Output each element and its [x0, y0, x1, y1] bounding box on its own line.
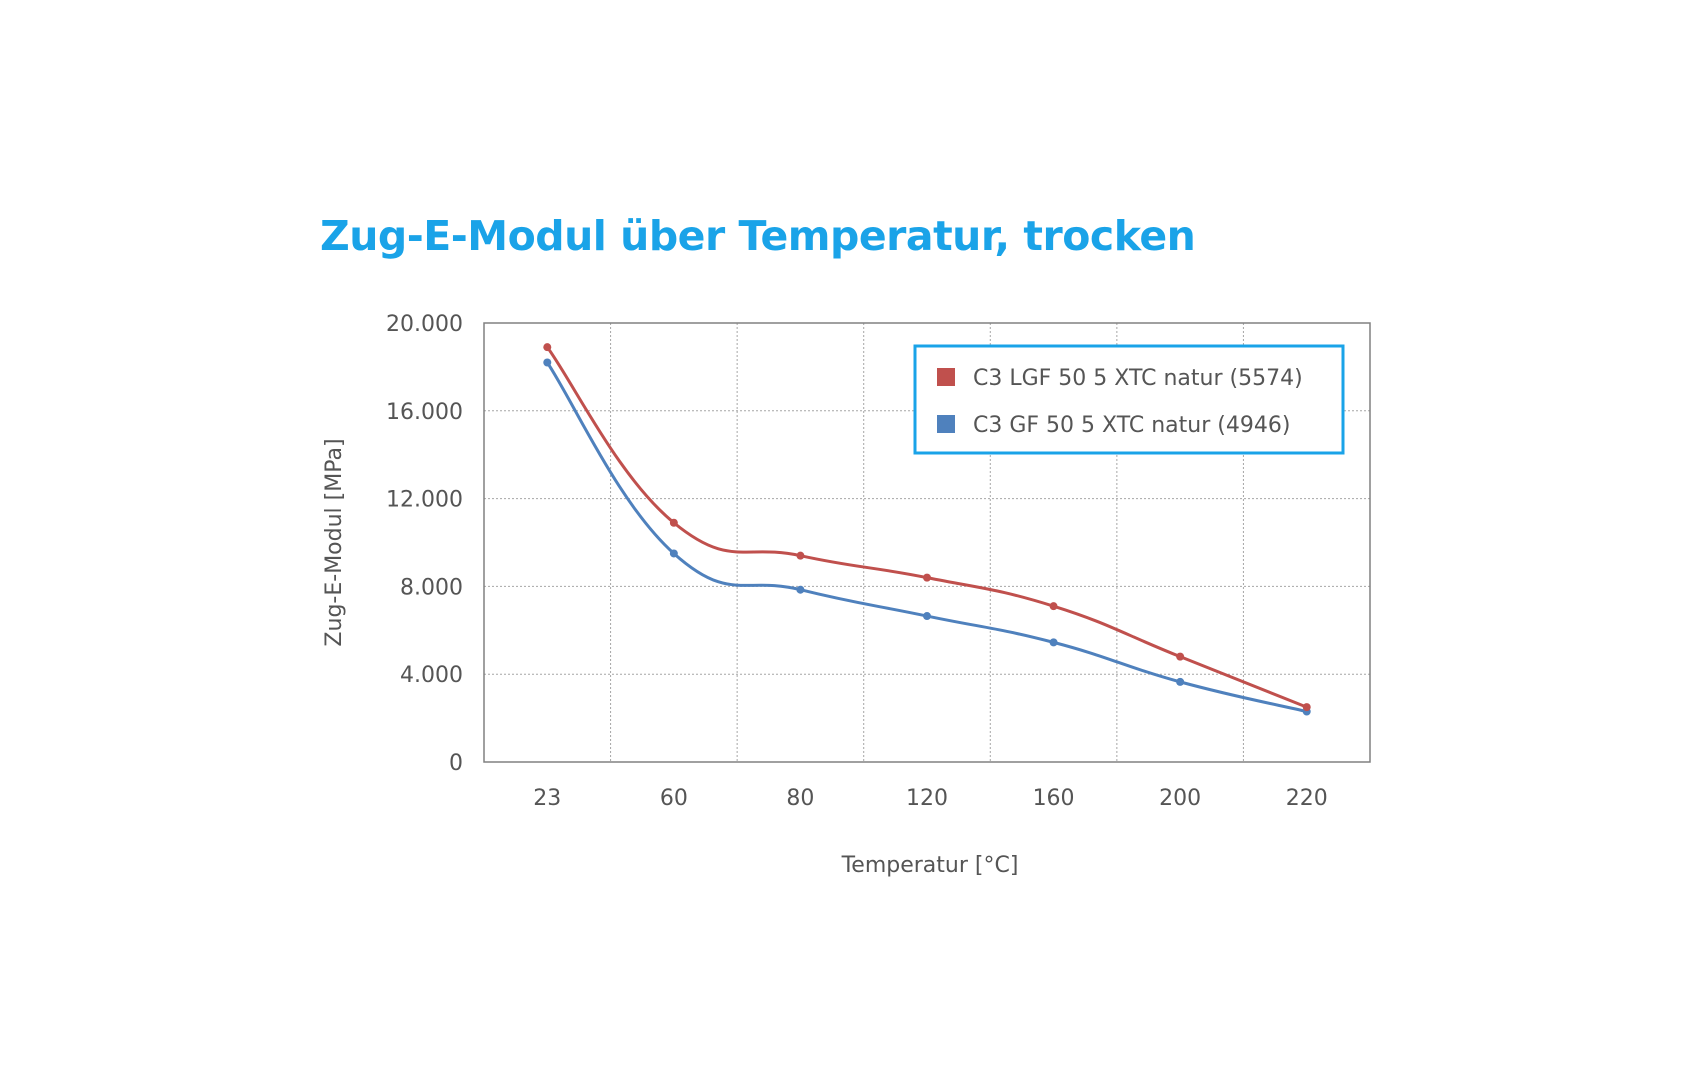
data-point: [669, 549, 678, 558]
legend: C3 LGF 50 5 XTC natur (5574) C3 GF 50 5 X…: [913, 344, 1345, 455]
x-tick-label: 23: [533, 786, 561, 811]
series-layer: [543, 343, 1311, 716]
data-point: [543, 358, 552, 367]
legend-label: C3 LGF 50 5 XTC natur (5574): [973, 366, 1303, 391]
data-point: [1049, 602, 1058, 611]
y-tick-label: 16.000: [386, 400, 463, 425]
plot-area-frame: [483, 322, 1371, 763]
legend-swatch: [937, 415, 955, 433]
y-axis-title: Zug-E-Modul [MPa]: [322, 438, 347, 646]
data-point: [923, 573, 931, 582]
data-point: [543, 343, 552, 352]
x-axis-ticks: 23 60 80 120 160 200 220: [533, 786, 1327, 811]
y-tick-label: 12.000: [386, 488, 463, 513]
x-tick-label: 80: [786, 786, 814, 811]
series-2: [543, 358, 1311, 716]
series-1: [543, 343, 1311, 712]
x-tick-label: 220: [1286, 786, 1328, 811]
data-point: [1049, 638, 1058, 647]
data-point: [669, 518, 678, 527]
legend-swatch: [937, 368, 955, 386]
data-point: [1302, 703, 1311, 712]
y-axis-ticks: 0 4.000 8.000 12.000 16.000 20.000: [386, 312, 463, 776]
x-tick-label: 200: [1159, 786, 1201, 811]
data-point: [1176, 652, 1185, 661]
x-tick-label: 60: [660, 786, 688, 811]
data-point: [796, 585, 805, 594]
x-tick-label: 160: [1033, 786, 1075, 811]
y-tick-label: 0: [449, 751, 463, 776]
y-tick-label: 20.000: [386, 312, 463, 337]
y-tick-label: 4.000: [400, 663, 463, 688]
legend-label: C3 GF 50 5 XTC natur (4946): [973, 413, 1290, 438]
data-point: [796, 551, 805, 560]
legend-box: [913, 344, 1345, 455]
chart-title: Zug-E-Modul über Temperatur, trocken: [320, 212, 1196, 260]
x-axis-title: Temperatur [°C]: [841, 853, 1019, 878]
x-tick-label: 120: [906, 786, 948, 811]
data-point: [923, 612, 931, 621]
y-tick-label: 8.000: [400, 575, 463, 600]
data-point: [1176, 677, 1185, 686]
